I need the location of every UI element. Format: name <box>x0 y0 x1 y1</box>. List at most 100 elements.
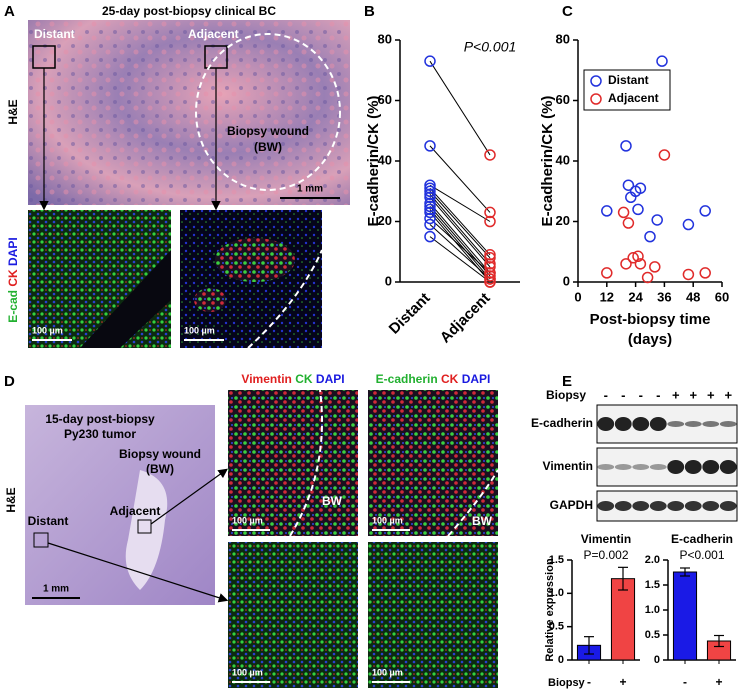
pair-line <box>429 184 491 222</box>
if-cluster <box>194 288 226 312</box>
wound-label: Biopsy wound <box>227 124 309 138</box>
bw-label: BW <box>472 514 493 528</box>
wound-outline <box>195 33 341 191</box>
y-axis-label: E-cadherin/CK (%) <box>539 96 556 227</box>
if-stroma <box>80 250 171 348</box>
region-label: Adjacent <box>188 27 239 41</box>
lane-sign: + <box>689 387 697 402</box>
point <box>484 258 496 270</box>
panel-label: C <box>562 3 573 20</box>
y-axis-label: E-cadherin/CK (%) <box>365 96 382 227</box>
x-tick-label: 24 <box>628 289 643 304</box>
blot-band <box>719 421 737 427</box>
blot-band <box>667 460 685 474</box>
lane-sign: + <box>707 387 715 402</box>
stain-label: E-cad CK DAPI <box>6 237 20 322</box>
blot-band <box>684 501 702 511</box>
y-tick-label: 0 <box>558 654 564 666</box>
point <box>484 270 496 282</box>
pair-line <box>429 236 491 283</box>
bar <box>610 578 636 661</box>
x-axis-label: Biopsy <box>548 677 586 689</box>
panel-title: 25-day post-biopsy clinical BC <box>102 4 276 18</box>
point <box>424 203 436 216</box>
y-tick-label: 40 <box>378 152 392 167</box>
blot-band <box>632 417 650 431</box>
point <box>424 55 436 67</box>
pair-line <box>429 193 491 265</box>
point <box>424 185 436 197</box>
blot-band <box>702 421 720 427</box>
point <box>484 273 496 285</box>
pair-line <box>429 60 491 156</box>
y-tick-label: 20 <box>556 213 570 228</box>
wound-outline <box>289 389 323 537</box>
point <box>627 252 639 264</box>
x-tick-label: - <box>683 675 687 689</box>
wound-label: (BW) <box>254 140 282 154</box>
blot-band <box>632 501 650 511</box>
y-tick-label: 20 <box>378 213 392 228</box>
blot-row-label: Biopsy <box>546 388 586 402</box>
blot-band <box>702 501 720 511</box>
pair-line <box>429 196 491 268</box>
x-tick-label: Distant <box>386 290 434 338</box>
lane-sign: + <box>672 387 680 402</box>
x-tick-label: 36 <box>657 289 671 304</box>
pair-line <box>429 209 491 280</box>
point <box>484 249 496 261</box>
y-tick-label: 40 <box>556 152 570 167</box>
stain-part: CK <box>6 269 20 287</box>
legend-label: Distant <box>608 73 649 87</box>
point <box>682 218 695 231</box>
y-tick-label: 60 <box>378 92 392 107</box>
arrow <box>47 542 229 603</box>
point <box>651 214 663 226</box>
blot-band <box>684 421 702 427</box>
if-image <box>368 542 498 688</box>
stain-part: CK <box>295 372 313 386</box>
blot-band <box>702 460 720 474</box>
panel-label: B <box>364 3 375 20</box>
scale-label: 100 µm <box>232 515 263 525</box>
stain-part: DAPI <box>316 372 345 386</box>
pair-line <box>429 203 491 274</box>
x-tick-label: 60 <box>715 289 729 304</box>
blot-band <box>667 421 685 427</box>
point <box>632 203 644 216</box>
x-tick-label: 12 <box>600 289 614 304</box>
annotation: P<0.001 <box>464 39 517 55</box>
stain-part: E-cad <box>6 290 20 323</box>
point <box>424 230 436 243</box>
point <box>601 205 613 217</box>
point <box>620 258 632 270</box>
scale-label: 100 µm <box>372 667 403 677</box>
lane-sign: - <box>621 387 625 402</box>
point <box>484 261 496 273</box>
scale-label: 100 µm <box>372 515 403 525</box>
point <box>622 179 635 191</box>
wound-label: Biopsy wound <box>119 447 201 461</box>
bw-label: BW <box>322 494 343 508</box>
y-tick-label: 1.5 <box>645 579 660 591</box>
stain-part: CK <box>441 372 459 386</box>
point <box>632 250 644 263</box>
stain-label: H&E <box>4 487 18 512</box>
legend-label: Adjacent <box>608 91 659 105</box>
wound-label: (BW) <box>146 462 174 476</box>
annotation: P<0.001 <box>679 548 724 562</box>
y-tick-label: 2.0 <box>645 554 660 566</box>
point <box>424 179 436 191</box>
blot-band <box>597 464 615 470</box>
y-tick-label: 80 <box>556 31 570 46</box>
point <box>484 276 496 288</box>
point <box>644 230 656 243</box>
region-label: Adjacent <box>110 504 161 518</box>
blot-band <box>649 417 667 431</box>
wound-region <box>125 470 168 590</box>
x-tick-label: + <box>715 675 722 689</box>
x-tick-label: Adjacent <box>437 290 494 347</box>
legend-marker <box>590 93 602 105</box>
annotation: P=0.002 <box>583 548 628 562</box>
pair-line <box>429 206 491 277</box>
